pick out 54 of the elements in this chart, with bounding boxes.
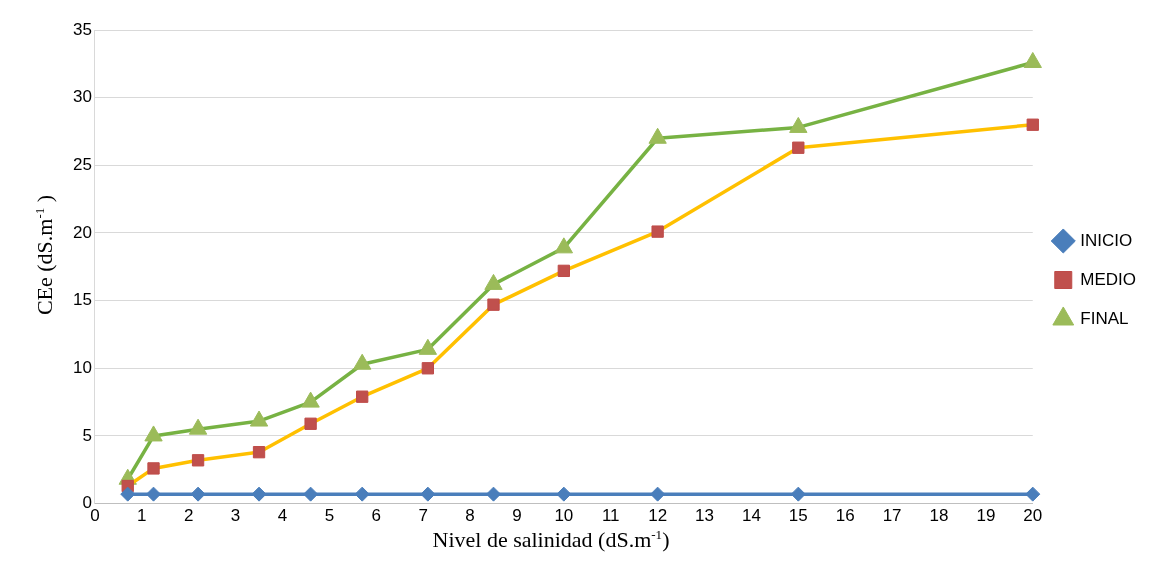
point	[790, 486, 806, 502]
point	[420, 486, 436, 502]
point	[251, 486, 267, 502]
point	[146, 486, 162, 502]
legend-label: MEDIO	[1080, 269, 1137, 289]
x-tick-label: 5	[324, 506, 335, 526]
point	[249, 410, 269, 427]
point	[144, 425, 163, 442]
x-tick-label: 3	[230, 506, 241, 526]
point	[554, 237, 573, 254]
point	[190, 486, 206, 502]
x-tick-label: 7	[418, 506, 428, 526]
x-tick-label: 17	[882, 506, 902, 526]
x-axis-title: Nivel de salinidad (dS.m$^{-1}$)	[432, 527, 670, 554]
y-tick-label: 20	[72, 222, 92, 242]
x-tick-label: 19	[976, 506, 996, 526]
y-tick-label: 25	[72, 155, 92, 174]
x-tick-label: 6	[371, 506, 381, 526]
y-tick-label: 0	[82, 493, 92, 513]
legend-label: INICIO	[1080, 230, 1133, 250]
x-tick-label: 20	[1023, 506, 1043, 526]
point	[120, 486, 136, 502]
x-tick-label: 16	[835, 506, 855, 526]
x-tick-label: 13	[695, 506, 714, 526]
x-tick-label: 8	[465, 506, 475, 526]
y-tick-label: 10	[72, 357, 92, 377]
point	[484, 273, 503, 290]
point	[301, 391, 320, 408]
x-tick-label: 10	[554, 506, 574, 526]
point	[1025, 486, 1041, 502]
point	[648, 127, 667, 144]
point	[354, 486, 370, 502]
point	[353, 353, 372, 370]
y-tick-label: 30	[72, 87, 92, 107]
y-tick-label: 35	[72, 19, 92, 39]
y-tick-label: 5	[82, 425, 92, 445]
point	[789, 116, 808, 133]
point	[303, 486, 319, 502]
x-tick-label: 4	[277, 506, 288, 526]
x-tick-label: 14	[741, 506, 761, 526]
x-tick-label: 11	[601, 506, 620, 526]
x-tick-label: 9	[512, 506, 522, 526]
x-tick-label: 2	[183, 506, 194, 526]
point	[556, 486, 572, 502]
point	[418, 338, 438, 355]
point	[1023, 51, 1042, 68]
y-tick-label: 15	[72, 290, 92, 310]
x-tick-label: 15	[788, 506, 808, 526]
x-tick-label: 1	[137, 506, 147, 526]
legend-label: FINAL	[1080, 308, 1129, 328]
point	[650, 486, 666, 502]
point	[486, 486, 501, 502]
x-tick-label: 12	[648, 506, 668, 526]
x-tick-label: 18	[929, 506, 949, 526]
